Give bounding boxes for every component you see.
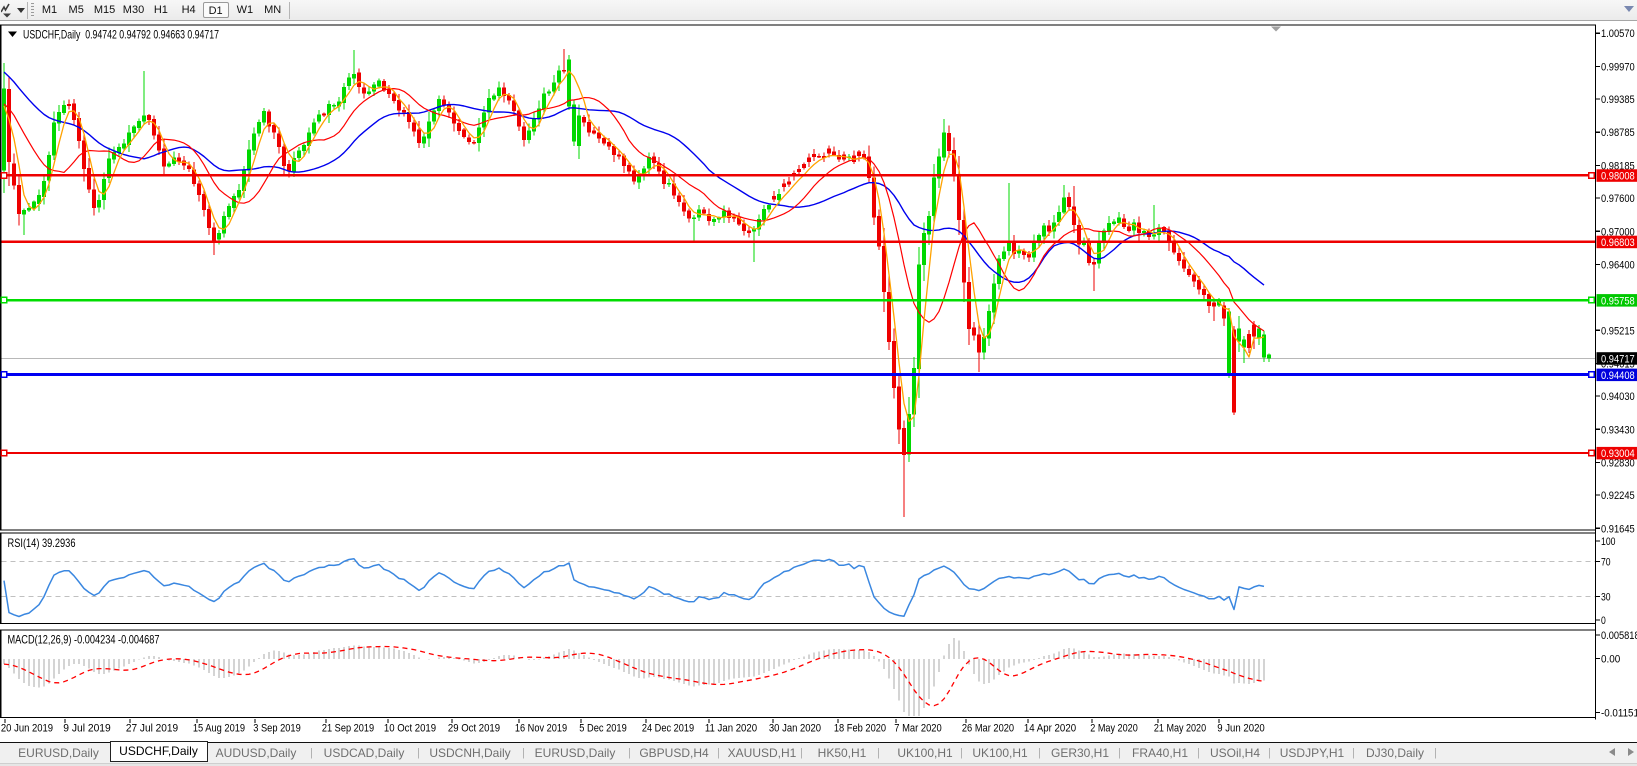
- svg-text:0.99385: 0.99385: [1601, 94, 1635, 106]
- svg-text:0: 0: [1601, 615, 1606, 627]
- svg-text:70: 70: [1601, 556, 1611, 568]
- svg-text:2 May 2020: 2 May 2020: [1090, 723, 1138, 735]
- svg-text:USDCHF,Daily 0.94742 0.94792: USDCHF,Daily 0.94742 0.94792 0.94663 0.9…: [23, 28, 219, 42]
- svg-text:26 Mar 2020: 26 Mar 2020: [962, 723, 1014, 735]
- svg-text:0.98008: 0.98008: [1601, 171, 1635, 183]
- svg-text:14 Apr 2020: 14 Apr 2020: [1024, 723, 1076, 735]
- svg-text:MACD(12,26,9) -0.004234 -0.004: MACD(12,26,9) -0.004234 -0.004687: [8, 633, 160, 647]
- svg-text:10 Oct 2019: 10 Oct 2019: [384, 723, 436, 735]
- svg-text:18 Feb 2020: 18 Feb 2020: [834, 723, 886, 735]
- svg-text:11 Jan 2020: 11 Jan 2020: [705, 723, 757, 735]
- svg-text:0.95215: 0.95215: [1601, 325, 1635, 337]
- svg-text:29 Oct 2019: 29 Oct 2019: [448, 723, 500, 735]
- svg-text:16 Nov 2019: 16 Nov 2019: [515, 723, 567, 735]
- svg-text:21 Sep 2019: 21 Sep 2019: [322, 723, 374, 735]
- svg-text:9 Jul 2019: 9 Jul 2019: [63, 723, 111, 735]
- svg-text:100: 100: [1601, 536, 1616, 548]
- svg-text:0.92245: 0.92245: [1601, 490, 1635, 502]
- svg-text:0.94717: 0.94717: [1601, 354, 1635, 366]
- svg-text:0.95758: 0.95758: [1601, 295, 1635, 307]
- svg-text:24 Dec 2019: 24 Dec 2019: [642, 723, 694, 735]
- svg-text:-0.011514: -0.011514: [1601, 707, 1637, 719]
- svg-text:1.00570: 1.00570: [1601, 28, 1635, 40]
- svg-text:0.97000: 0.97000: [1601, 226, 1635, 238]
- svg-text:15 Aug 2019: 15 Aug 2019: [193, 723, 245, 735]
- svg-text:0.005818: 0.005818: [1601, 630, 1637, 642]
- svg-text:20 Jun 2019: 20 Jun 2019: [1, 723, 53, 735]
- svg-text:30: 30: [1601, 592, 1611, 604]
- svg-text:0.00: 0.00: [1601, 654, 1620, 666]
- svg-text:0.98785: 0.98785: [1601, 127, 1635, 139]
- svg-text:5 Dec 2019: 5 Dec 2019: [579, 723, 627, 735]
- svg-text:0.93430: 0.93430: [1601, 424, 1635, 436]
- svg-text:21 May 2020: 21 May 2020: [1154, 723, 1206, 735]
- svg-text:0.96400: 0.96400: [1601, 260, 1635, 272]
- svg-text:0.97600: 0.97600: [1601, 193, 1635, 205]
- svg-text:0.93004: 0.93004: [1601, 448, 1635, 460]
- svg-text:0.99970: 0.99970: [1601, 62, 1635, 74]
- svg-text:27 Jul 2019: 27 Jul 2019: [126, 723, 178, 735]
- svg-text:0.94030: 0.94030: [1601, 391, 1635, 403]
- svg-text:0.92830: 0.92830: [1601, 458, 1635, 470]
- svg-text:3 Sep 2019: 3 Sep 2019: [253, 723, 301, 735]
- svg-text:30 Jan 2020: 30 Jan 2020: [769, 723, 821, 735]
- svg-text:RSI(14) 39.2936: RSI(14) 39.2936: [8, 536, 76, 550]
- svg-text:7 Mar 2020: 7 Mar 2020: [894, 723, 942, 735]
- svg-text:0.91645: 0.91645: [1601, 523, 1635, 535]
- svg-text:0.96803: 0.96803: [1601, 237, 1635, 249]
- svg-text:9 Jun 2020: 9 Jun 2020: [1217, 723, 1265, 735]
- svg-text:0.94408: 0.94408: [1601, 370, 1635, 382]
